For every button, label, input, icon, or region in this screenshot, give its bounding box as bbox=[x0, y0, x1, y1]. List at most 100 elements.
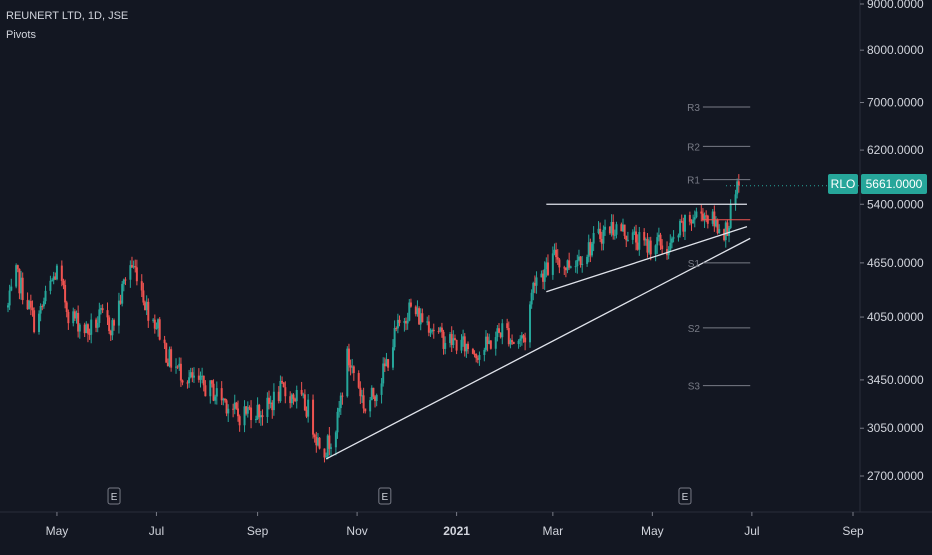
candle-body-2021-03-16[interactable] bbox=[576, 260, 579, 267]
candle-body-2021-04-02[interactable] bbox=[604, 226, 607, 230]
candle-body-2020-11-27[interactable] bbox=[398, 319, 401, 323]
candle-body-2020-10-01[interactable] bbox=[305, 410, 308, 417]
candle-body-2020-11-12[interactable] bbox=[374, 396, 377, 402]
candle-body-2020-05-08[interactable] bbox=[67, 311, 70, 324]
candle-body-2020-07-28[interactable] bbox=[199, 375, 202, 380]
candle-body-2021-01-05[interactable] bbox=[462, 336, 465, 340]
candle-body-2020-07-17[interactable] bbox=[181, 380, 184, 383]
candle-body-2020-06-04[interactable] bbox=[111, 320, 114, 336]
candle-body-2021-03-19[interactable] bbox=[581, 263, 584, 265]
candle-body-2020-07-07[interactable] bbox=[165, 343, 168, 363]
candle-body-2021-05-27[interactable] bbox=[693, 217, 696, 220]
candle-body-2020-08-28[interactable] bbox=[250, 407, 253, 421]
candle-body-2021-03-12[interactable] bbox=[569, 266, 572, 268]
candle-body-2020-06-12[interactable] bbox=[124, 279, 127, 281]
candle-body-2020-06-29[interactable] bbox=[152, 319, 155, 321]
candle-body-2021-06-01[interactable] bbox=[701, 213, 704, 221]
candle-body-2020-07-30[interactable] bbox=[202, 375, 205, 386]
candle-body-2020-09-11[interactable] bbox=[272, 391, 275, 411]
candle-body-2021-04-22[interactable] bbox=[636, 242, 639, 250]
candle-body-2021-05-13[interactable] bbox=[670, 238, 673, 243]
candle-body-2020-06-02[interactable] bbox=[108, 317, 111, 331]
candle-body-2020-10-16[interactable] bbox=[329, 447, 332, 449]
candle-body-2021-01-06[interactable] bbox=[463, 336, 466, 352]
candle-body-2021-04-29[interactable] bbox=[648, 240, 651, 253]
candle-body-2020-07-16[interactable] bbox=[179, 363, 182, 381]
candle-body-2021-01-11[interactable] bbox=[471, 349, 474, 354]
earnings-event-marker-2[interactable] bbox=[378, 487, 392, 505]
candle-body-2020-05-26[interactable] bbox=[96, 322, 99, 328]
candle-body-2021-04-13[interactable] bbox=[621, 224, 624, 232]
candle-body-2021-02-24[interactable] bbox=[543, 269, 546, 282]
candle-body-2021-04-15[interactable] bbox=[625, 235, 628, 241]
candle-body-2020-06-17[interactable] bbox=[132, 266, 135, 268]
candle-body-2020-10-07[interactable] bbox=[315, 437, 318, 446]
candle-body-2020-04-03[interactable] bbox=[10, 286, 13, 291]
candle-body-2020-12-23[interactable] bbox=[440, 327, 443, 332]
candle-body-2020-08-24[interactable] bbox=[243, 406, 246, 426]
candle-body-2020-08-11[interactable] bbox=[222, 398, 225, 401]
candle-body-2021-03-23[interactable] bbox=[587, 242, 590, 257]
candle-body-2021-01-28[interactable] bbox=[499, 332, 502, 338]
candle-body-2021-06-18[interactable] bbox=[729, 204, 732, 228]
candle-body-2020-11-19[interactable] bbox=[385, 359, 388, 367]
candle-body-2020-09-17[interactable] bbox=[282, 382, 285, 388]
candle-body-2021-04-21[interactable] bbox=[635, 231, 638, 243]
candle-body-2020-09-16[interactable] bbox=[281, 380, 284, 383]
candle-body-2021-01-27[interactable] bbox=[498, 328, 501, 333]
candle-body-2021-03-18[interactable] bbox=[579, 256, 582, 265]
candle-body-2021-04-19[interactable] bbox=[631, 232, 634, 240]
candle-body-2021-04-23[interactable] bbox=[638, 232, 641, 250]
earnings-event-marker-1[interactable] bbox=[107, 487, 121, 505]
candle-body-2020-10-05[interactable] bbox=[312, 399, 315, 435]
candle-body-2020-12-22[interactable] bbox=[439, 327, 442, 332]
candle-body-2020-08-25[interactable] bbox=[245, 406, 248, 414]
candle-body-2020-08-03[interactable] bbox=[209, 380, 212, 397]
candle-body-2020-09-25[interactable] bbox=[295, 389, 298, 402]
candle-body-2021-01-12[interactable] bbox=[473, 353, 476, 355]
candle-body-2020-04-13[interactable] bbox=[26, 300, 29, 310]
candle-body-2020-08-21[interactable] bbox=[238, 416, 241, 426]
candle-body-2020-07-08[interactable] bbox=[166, 362, 169, 367]
candle-body-2020-05-21[interactable] bbox=[88, 333, 91, 335]
candle-body-2021-02-02[interactable] bbox=[507, 328, 510, 345]
candle-body-2021-06-09[interactable] bbox=[714, 219, 717, 227]
candle-body-2021-01-22[interactable] bbox=[489, 340, 492, 349]
candle-body-2020-09-21[interactable] bbox=[289, 396, 292, 404]
candle-body-2021-03-24[interactable] bbox=[589, 242, 592, 256]
candle-body-2021-05-06[interactable] bbox=[659, 234, 662, 246]
candle-body-2020-04-02[interactable] bbox=[8, 290, 11, 306]
candle-body-2020-09-22[interactable] bbox=[290, 394, 293, 404]
candle-body-2020-08-26[interactable] bbox=[246, 407, 249, 414]
candle-body-2020-04-16[interactable] bbox=[31, 307, 34, 311]
candle-body-2020-12-25[interactable] bbox=[444, 342, 447, 349]
candle-body-2021-04-08[interactable] bbox=[613, 234, 616, 236]
candle-body-2021-01-14[interactable] bbox=[476, 358, 479, 360]
candle-body-2020-07-22[interactable] bbox=[189, 372, 192, 378]
candle-body-2020-10-09[interactable] bbox=[318, 437, 321, 449]
candle-body-2020-12-14[interactable] bbox=[426, 321, 429, 323]
candle-body-2020-08-17[interactable] bbox=[232, 408, 235, 410]
candle-body-2021-01-15[interactable] bbox=[478, 355, 481, 360]
candle-body-2020-09-03[interactable] bbox=[259, 415, 262, 418]
candle-body-2021-01-26[interactable] bbox=[496, 328, 499, 338]
candle-body-2021-06-16[interactable] bbox=[726, 222, 729, 236]
candle-body-2020-11-18[interactable] bbox=[383, 363, 386, 367]
candle-body-2020-07-03[interactable] bbox=[158, 319, 161, 340]
candle-body-2020-12-01[interactable] bbox=[405, 321, 408, 324]
candle-body-2020-05-13[interactable] bbox=[75, 312, 78, 319]
candle-body-2020-12-15[interactable] bbox=[427, 321, 430, 333]
candle-body-2021-04-07[interactable] bbox=[612, 222, 615, 236]
candle-body-2020-04-10[interactable] bbox=[21, 277, 24, 301]
candle-body-2020-12-18[interactable] bbox=[432, 329, 435, 332]
candle-body-2020-08-07[interactable] bbox=[215, 388, 218, 397]
candle-body-2020-07-14[interactable] bbox=[176, 366, 179, 368]
candle-body-2020-04-27[interactable] bbox=[49, 280, 52, 291]
candle-body-2021-02-23[interactable] bbox=[542, 273, 545, 282]
candle-body-2020-04-22[interactable] bbox=[41, 306, 44, 308]
candle-body-2021-02-17[interactable] bbox=[532, 282, 535, 293]
candle-body-2020-12-02[interactable] bbox=[406, 320, 409, 324]
candle-body-2020-04-17[interactable] bbox=[33, 310, 36, 333]
candle-body-2021-01-29[interactable] bbox=[501, 323, 504, 338]
candle-body-2020-05-20[interactable] bbox=[86, 324, 89, 334]
